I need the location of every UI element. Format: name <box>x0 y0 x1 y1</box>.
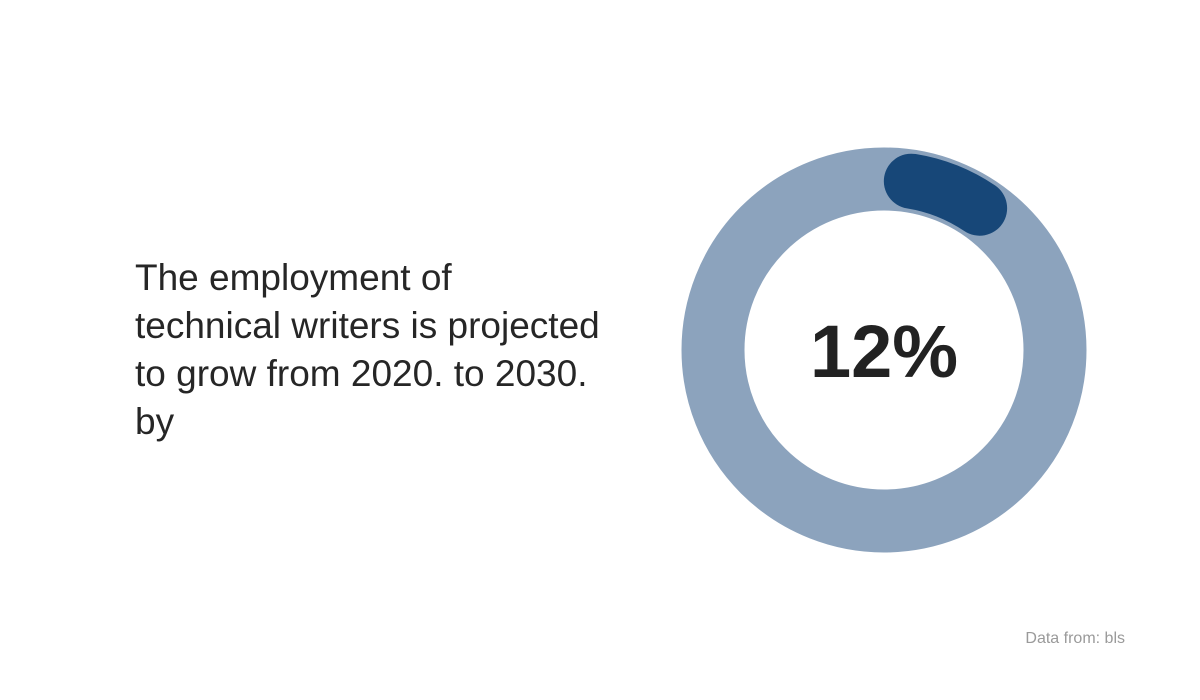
source-note: Data from: bls <box>1025 630 1125 647</box>
donut-center-label: 12% <box>810 310 958 393</box>
donut-value-arc <box>883 153 1008 236</box>
headline: The employment of technical writers is p… <box>135 257 600 442</box>
